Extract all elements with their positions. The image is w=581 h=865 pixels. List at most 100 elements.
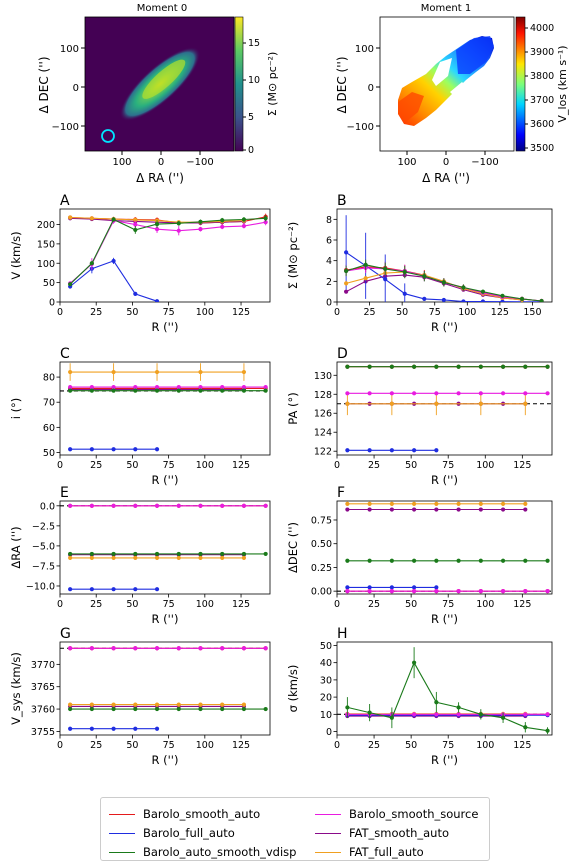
moment1-colorbar-label: V_los (km s⁻¹) (556, 45, 569, 122)
data-point (478, 364, 483, 369)
legend-label: FAT_smooth_auto (349, 826, 450, 840)
axes-frame (336, 641, 553, 736)
x-axis-label: R ('') (431, 320, 458, 334)
data-point (367, 364, 372, 369)
legend-swatch (315, 814, 341, 815)
moment1-cbar-tick: 3500 (530, 143, 554, 154)
data-point (539, 298, 544, 302)
moment1-cbar-tick: 3800 (530, 71, 554, 82)
series-barolo-smooth-source (68, 385, 268, 390)
data-point (154, 388, 160, 393)
panel-letter: C (60, 346, 70, 362)
moment0-ytick-label: 0 (73, 83, 79, 94)
data-point (89, 385, 94, 390)
series-line (69, 217, 266, 285)
data-point (389, 558, 394, 563)
series-barolo-auto-smooth-vdisp (345, 364, 550, 369)
moment0-xtick-label: 100 (112, 157, 131, 168)
y-tick-label: 150 (37, 239, 55, 250)
data-point (389, 715, 394, 720)
data-point (434, 589, 439, 594)
x-tick-label: 100 (476, 460, 494, 471)
data-point (220, 555, 225, 561)
x-tick-label: 50 (126, 599, 138, 610)
panel-f: F 0 25 50 75 100 125 0.00 0.25 0.50 0.75 R ('') ΔDEC… (286, 485, 553, 626)
y-axis-label: PA (°) (286, 392, 300, 424)
series-line (69, 260, 158, 302)
series-fat-full-auto (345, 501, 528, 506)
data-point (345, 705, 350, 710)
moment1-xtick-label: 100 (397, 157, 416, 168)
y-tick-label: 40 (320, 658, 332, 669)
data-point (89, 503, 94, 508)
data-point (68, 551, 73, 557)
y-axis-label: Σ (M⊙ pc⁻²) (286, 222, 300, 289)
moment0-cbar-tick: 0 (248, 145, 254, 156)
axes-frame (336, 500, 553, 595)
moment1-colorbar-ticks: 4000 3900 3800 3700 3600 3500 (525, 23, 554, 154)
moment1-panel: Moment 1 100 0 −100 100 0 −100 Δ RA ('')… (335, 3, 569, 185)
x-axis-label: R ('') (431, 753, 458, 767)
panel-d: D 0 25 50 75 100 125 122 124 126 128 130 R ('') PA (°… (286, 346, 553, 487)
x-tick-label: 125 (491, 307, 509, 318)
data-point (176, 551, 181, 557)
legend-label: Barolo_auto_smooth_vdisp (143, 845, 297, 859)
data-point (345, 401, 350, 406)
moment1-ylabel: Δ DEC ('') (335, 57, 349, 114)
data-point (367, 558, 372, 563)
x-tick-label: 150 (523, 307, 541, 318)
x-tick-label: 25 (90, 460, 102, 471)
data-point (367, 710, 372, 715)
x-tick-label: 75 (442, 460, 454, 471)
x-tick-label: 50 (405, 460, 417, 471)
data-point (241, 702, 247, 707)
y-tick-label: 4 (326, 256, 332, 267)
panel-letter: A (60, 193, 70, 209)
moment1-yticks: 100 0 −100 (347, 44, 380, 133)
data-point (89, 702, 94, 707)
data-point (344, 289, 349, 294)
series-barolo-auto-smooth-vdisp (344, 259, 544, 302)
series-barolo-full-auto (344, 215, 544, 302)
panel-g: G 0 25 50 75 100 125 3755 3760 3765 3770 R ('') V_sy… (9, 626, 271, 767)
data-point (500, 558, 506, 563)
data-point (241, 223, 247, 229)
data-point (500, 715, 506, 720)
moment0-colorbar-ticks: 15 10 5 0 (243, 38, 260, 156)
x-tick-label: 25 (90, 307, 102, 318)
data-point (241, 706, 247, 712)
data-point (111, 646, 116, 651)
x-tick-label: 75 (163, 460, 175, 471)
series-fat-full-auto (344, 269, 525, 302)
plot-area (344, 215, 544, 302)
data-point (89, 261, 94, 266)
data-point (263, 385, 268, 390)
data-point (478, 589, 483, 594)
data-point (434, 712, 439, 717)
data-point (133, 551, 138, 557)
x-tick-label: 25 (368, 740, 380, 751)
data-point (111, 447, 116, 452)
data-point (133, 447, 138, 452)
data-point (220, 224, 225, 229)
data-point (519, 296, 525, 301)
data-point (434, 507, 439, 512)
data-point (389, 401, 394, 406)
legend-label: FAT_full_auto (349, 845, 424, 859)
y-tick-label: 0.25 (311, 563, 332, 574)
data-point (68, 388, 73, 393)
data-point (111, 217, 116, 222)
data-point (389, 501, 394, 506)
data-point (434, 391, 439, 396)
data-point (500, 501, 506, 506)
data-point (367, 585, 372, 590)
legend-swatch (109, 814, 135, 815)
moment1-velocity-field (398, 36, 494, 126)
moment0-cbar-tick: 5 (248, 112, 254, 123)
data-point (434, 558, 439, 563)
data-point (68, 587, 73, 592)
x-tick-label: 100 (476, 740, 494, 751)
series-line (347, 661, 548, 732)
data-point (133, 503, 138, 508)
series-line (345, 271, 523, 301)
